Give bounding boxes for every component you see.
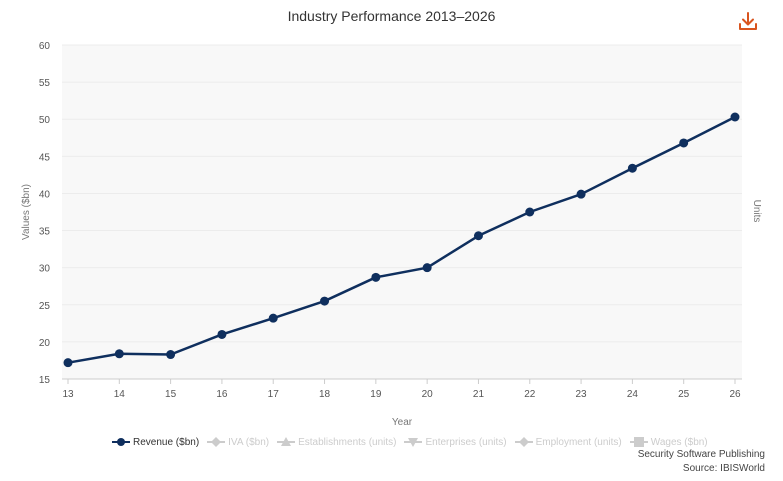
y-tick-label: 30 (39, 264, 51, 275)
y-axis-title: Values ($bn) (21, 184, 32, 240)
legend-item-establishments[interactable]: Establishments (units) (277, 436, 396, 448)
diamond-icon (514, 436, 533, 448)
y-tick-label: 45 (39, 152, 51, 163)
y-axis: 15 20 25 30 35 40 45 50 55 60 (39, 41, 51, 386)
x-tick-label: 14 (114, 389, 126, 400)
x-tick-label: 16 (216, 389, 228, 400)
data-point[interactable] (422, 263, 432, 273)
x-tick-label: 17 (268, 389, 280, 400)
data-point[interactable] (525, 207, 535, 217)
x-tick-label: 25 (678, 389, 690, 400)
legend-label: IVA ($bn) (228, 436, 270, 448)
legend-item-employment[interactable]: Employment (units) (514, 436, 622, 448)
y-tick-label: 15 (39, 375, 51, 386)
y-tick-label: 55 (39, 78, 51, 89)
data-point[interactable] (166, 350, 176, 360)
download-button[interactable] (736, 10, 760, 34)
data-point[interactable] (679, 138, 689, 148)
download-icon (739, 12, 757, 30)
diamond-icon (207, 436, 226, 448)
legend-label: Revenue ($bn) (133, 436, 200, 448)
x-tick-label: 19 (370, 389, 382, 400)
triangle-down-icon (404, 436, 423, 448)
square-icon (629, 436, 648, 448)
x-tick-label: 13 (62, 389, 74, 400)
secondary-axis-title: Units (751, 200, 762, 223)
legend-item-wages[interactable]: Wages ($bn) (629, 436, 708, 448)
legend-item-iva[interactable]: IVA ($bn) (207, 436, 269, 448)
x-tick-label: 26 (729, 389, 741, 400)
y-tick-label: 35 (39, 227, 51, 238)
x-tick-label: 22 (524, 389, 536, 400)
x-tick-label: 24 (627, 389, 639, 400)
series-line (67, 115, 736, 364)
credit-source: Source: IBISWorld (682, 463, 765, 474)
credit-industry: Security Software Publishing (637, 449, 765, 460)
circle-icon (112, 436, 130, 448)
x-tick-label: 18 (319, 389, 331, 400)
data-point[interactable] (371, 272, 381, 282)
y-tick-label: 40 (39, 189, 51, 200)
legend-label: Establishments (units) (298, 436, 397, 448)
legend: Revenue ($bn) IVA ($bn) Establishments (… (112, 434, 716, 450)
data-point[interactable] (320, 296, 330, 306)
x-axis-title: Year (392, 417, 413, 428)
legend-label: Enterprises (units) (425, 436, 507, 448)
triangle-icon (277, 436, 296, 448)
y-tick-label: 50 (39, 115, 51, 126)
data-point[interactable] (576, 189, 586, 199)
data-point[interactable] (114, 349, 124, 359)
x-tick-label: 20 (422, 389, 434, 400)
y-tick-label: 60 (39, 41, 51, 52)
legend-item-enterprises[interactable]: Enterprises (units) (404, 436, 507, 448)
x-tick-label: 23 (576, 389, 588, 400)
legend-item-revenue[interactable]: Revenue ($bn) (112, 436, 199, 448)
chart-title: Industry Performance 2013–2026 (287, 8, 496, 24)
data-point[interactable] (730, 112, 740, 122)
y-tick-label: 25 (39, 301, 51, 312)
legend-label: Wages ($bn) (650, 436, 708, 448)
x-axis: 13 14 15 16 17 18 19 20 21 22 23 24 25 26 (62, 378, 742, 400)
data-point[interactable] (473, 231, 483, 241)
data-point[interactable] (268, 313, 278, 323)
data-point[interactable] (63, 358, 73, 368)
legend-label: Employment (units) (535, 436, 622, 448)
series-revenue (63, 112, 740, 368)
x-tick-label: 15 (165, 389, 177, 400)
data-point[interactable] (217, 329, 227, 339)
data-point[interactable] (627, 163, 637, 173)
y-tick-label: 20 (39, 338, 51, 349)
chart-area: 15 20 25 30 35 40 45 50 55 60 13 14 15 16 17 18 19 20 21 2… (21, 41, 762, 428)
x-tick-label: 21 (473, 389, 485, 400)
plot-background (62, 45, 742, 379)
